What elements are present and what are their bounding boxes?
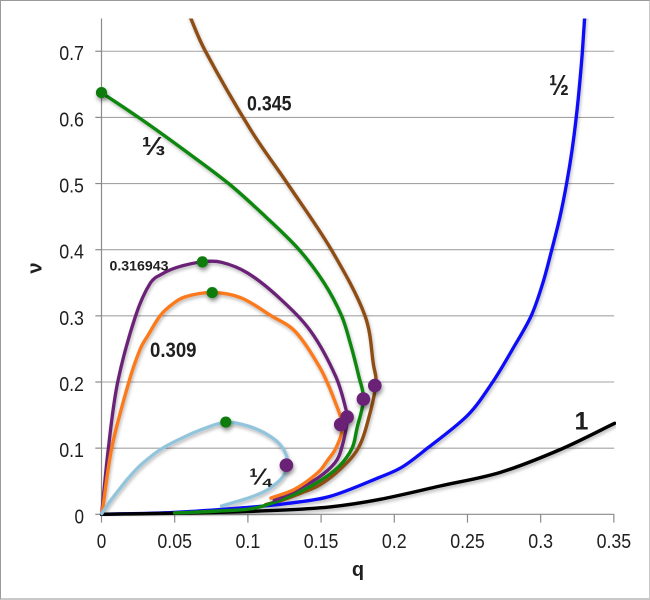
svg-text:0.6: 0.6 xyxy=(59,109,84,131)
svg-text:¼: ¼ xyxy=(249,463,272,489)
svg-text:0.1: 0.1 xyxy=(235,531,260,553)
svg-text:½: ½ xyxy=(549,70,569,102)
svg-text:0.25: 0.25 xyxy=(450,531,485,553)
svg-text:q: q xyxy=(351,559,363,581)
svg-text:0.7: 0.7 xyxy=(59,43,84,65)
svg-text:0.3: 0.3 xyxy=(528,531,553,553)
svg-text:0.4: 0.4 xyxy=(59,241,84,263)
svg-text:ν: ν xyxy=(24,262,46,273)
svg-text:0: 0 xyxy=(96,531,106,553)
svg-text:0.2: 0.2 xyxy=(381,531,406,553)
svg-text:0.5: 0.5 xyxy=(59,175,84,197)
svg-text:0.3: 0.3 xyxy=(59,307,84,329)
svg-text:0.309: 0.309 xyxy=(150,339,197,362)
svg-text:0.345: 0.345 xyxy=(247,92,292,115)
svg-text:1: 1 xyxy=(574,407,588,435)
svg-text:0.2: 0.2 xyxy=(59,374,84,396)
svg-text:0.15: 0.15 xyxy=(303,531,338,553)
svg-text:0: 0 xyxy=(74,506,84,528)
svg-text:0.1: 0.1 xyxy=(59,440,84,462)
svg-text:0.35: 0.35 xyxy=(596,531,631,553)
svg-text:⅓: ⅓ xyxy=(141,131,165,161)
svg-text:0.05: 0.05 xyxy=(157,531,192,553)
svg-text:0.316943: 0.316943 xyxy=(109,257,168,273)
